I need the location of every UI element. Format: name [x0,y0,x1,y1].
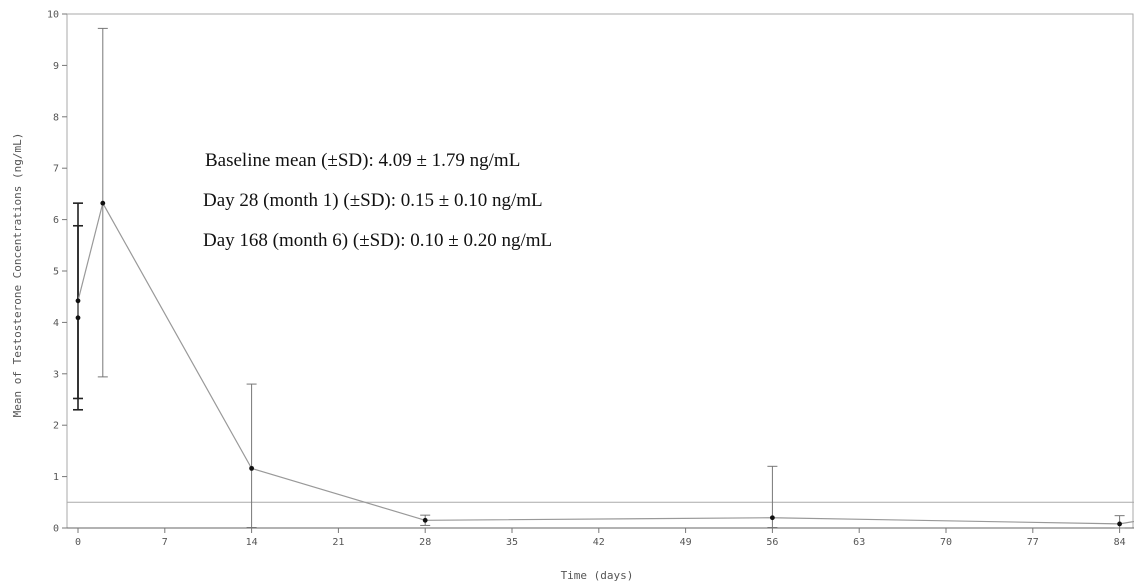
series-line-group [77,201,1134,525]
y-tick-label: 7 [53,164,59,175]
data-point [100,200,106,206]
series-line [77,201,1134,525]
x-tick-label: 7 [162,537,168,548]
y-tick-labels: 0 1 2 3 4 5 6 7 8 9 10 [47,10,67,535]
data-points [75,200,1122,527]
x-tick-label: 14 [246,537,258,548]
y-tick-label: 0 [53,524,59,535]
y-tick-label: 8 [53,112,59,123]
x-tick-label: 21 [332,537,344,548]
plot-frame [66,13,1134,529]
x-tick-label: 0 [75,537,81,548]
x-tick-label: 77 [1027,537,1039,548]
x-tick-label: 28 [419,537,431,548]
x-tick-label: 49 [680,537,692,548]
y-tick-label: 2 [53,421,59,432]
data-point [770,515,775,521]
x-tick-label: 84 [1114,537,1126,548]
y-tick-label: 1 [53,472,59,483]
x-tick-label: 63 [853,537,865,548]
data-point [422,517,428,523]
y-tick-label: 9 [53,61,59,72]
data-point [249,465,255,471]
annotation-baseline: Baseline mean (±SD): 4.09 ± 1.79 ng/mL [205,150,520,171]
axes [66,13,1134,529]
x-tick-labels: 0714212835424956637077849198105112119126… [75,528,1126,548]
data-point [75,298,81,304]
y-axis-title: Mean of Testosterone Concentrations (ng/… [11,133,24,418]
data-point [1117,521,1122,527]
y-tick-label: 6 [53,215,59,226]
y-tick-label: 3 [53,369,59,380]
error-bars [73,27,1125,529]
annotation-day28: Day 28 (month 1) (±SD): 0.15 ± 0.10 ng/m… [203,190,543,211]
x-tick-label: 42 [593,537,605,548]
y-tick-label: 10 [47,10,59,21]
y-tick-label: 5 [53,267,59,278]
data-point [75,315,81,321]
x-axis-title: Time (days) [561,569,634,582]
x-tick-label: 56 [766,537,778,548]
x-tick-label: 35 [506,537,518,548]
x-tick-label: 70 [940,537,952,548]
annotation-day168: Day 168 (month 6) (±SD): 0.10 ± 0.20 ng/… [203,230,552,251]
y-tick-label: 4 [53,318,59,329]
